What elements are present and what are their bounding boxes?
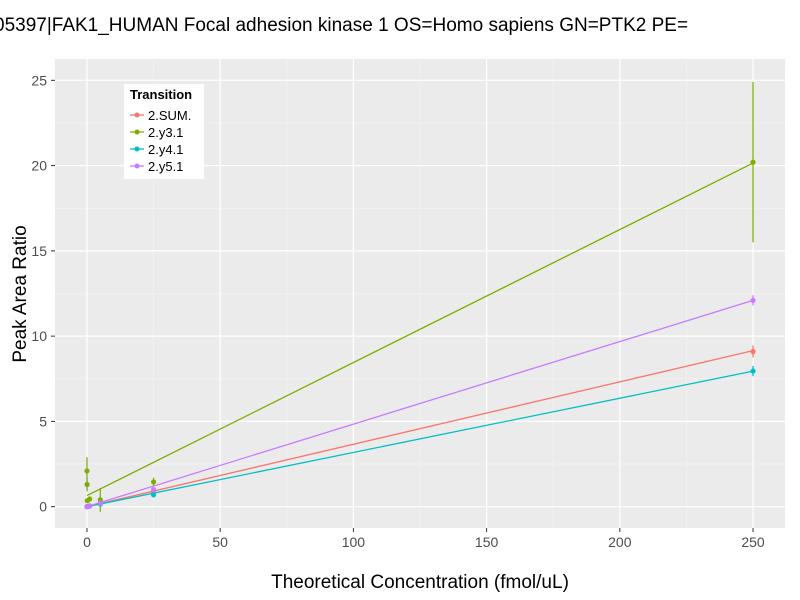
legend-label-2-y5-1: 2.y5.1 (148, 159, 183, 174)
y-tick-label: 20 (31, 158, 47, 174)
fit-line-2-y5-1 (86, 299, 754, 508)
legend-key-point-2-y4-1 (134, 146, 140, 152)
y-tick-label: 10 (31, 328, 47, 344)
grid-lines (55, 59, 785, 528)
y-tick-label: 5 (39, 413, 47, 429)
axis-ticks: 0 50 100 150 200 250 0 5 10 15 20 25 (31, 72, 764, 550)
data-point-2-y3-1 (84, 468, 90, 474)
fit-line-2-y3-1 (86, 162, 754, 497)
chart-title: 05397|FAK1_HUMAN Focal adhesion kinase 1… (0, 15, 688, 36)
data-point-2-y3-1 (84, 481, 90, 488)
y-tick-label: 25 (31, 72, 47, 88)
fit-line-2-sum (86, 349, 754, 508)
y-tick-label: 0 (39, 499, 47, 515)
fit-lines (86, 162, 754, 508)
y-tick-label: 15 (31, 243, 47, 259)
legend-label-2-sum: 2.SUM. (148, 108, 191, 123)
legend-label-2-y3-1: 2.y3.1 (148, 125, 183, 140)
legend-title: Transition (130, 87, 192, 102)
legend-key-point-2-y5-1 (134, 163, 140, 169)
x-tick-label: 150 (475, 534, 499, 550)
x-tick-label: 50 (212, 534, 228, 550)
data-point-2-sum (750, 348, 756, 355)
x-tick-label: 200 (608, 534, 632, 550)
data-point-2-y5-1 (97, 500, 103, 506)
y-axis-label: Peak Area Ratio (10, 225, 31, 362)
x-tick-label: 100 (342, 534, 366, 550)
data-point-2-y5-1 (750, 297, 756, 303)
legend-items: 2.SUM. 2.y3.1 2.y4.1 2.y5.1 (130, 108, 191, 174)
data-point-2-y3-1 (750, 159, 756, 165)
data-point-2-y3-1 (87, 496, 93, 502)
x-tick-label: 0 (83, 534, 91, 550)
legend-label-2-y4-1: 2.y4.1 (148, 142, 183, 157)
data-points (84, 159, 756, 510)
legend-key-point-2-y3-1 (134, 129, 140, 135)
data-point-2-y4-1 (150, 492, 157, 498)
data-point-2-y4-1 (750, 368, 756, 374)
data-point-2-y5-1 (150, 487, 157, 493)
fit-line-2-y4-1 (86, 370, 754, 508)
x-tick-label: 250 (741, 534, 765, 550)
legend: Transition 2.SUM. 2.y3.1 2.y4.1 2.y5.1 (124, 84, 204, 179)
data-point-2-y3-1 (150, 479, 157, 485)
legend-key-point-2-sum (134, 112, 140, 118)
x-axis-label: Theoretical Concentration (fmol/uL) (271, 572, 569, 593)
data-point-2-y5-1 (87, 503, 93, 509)
